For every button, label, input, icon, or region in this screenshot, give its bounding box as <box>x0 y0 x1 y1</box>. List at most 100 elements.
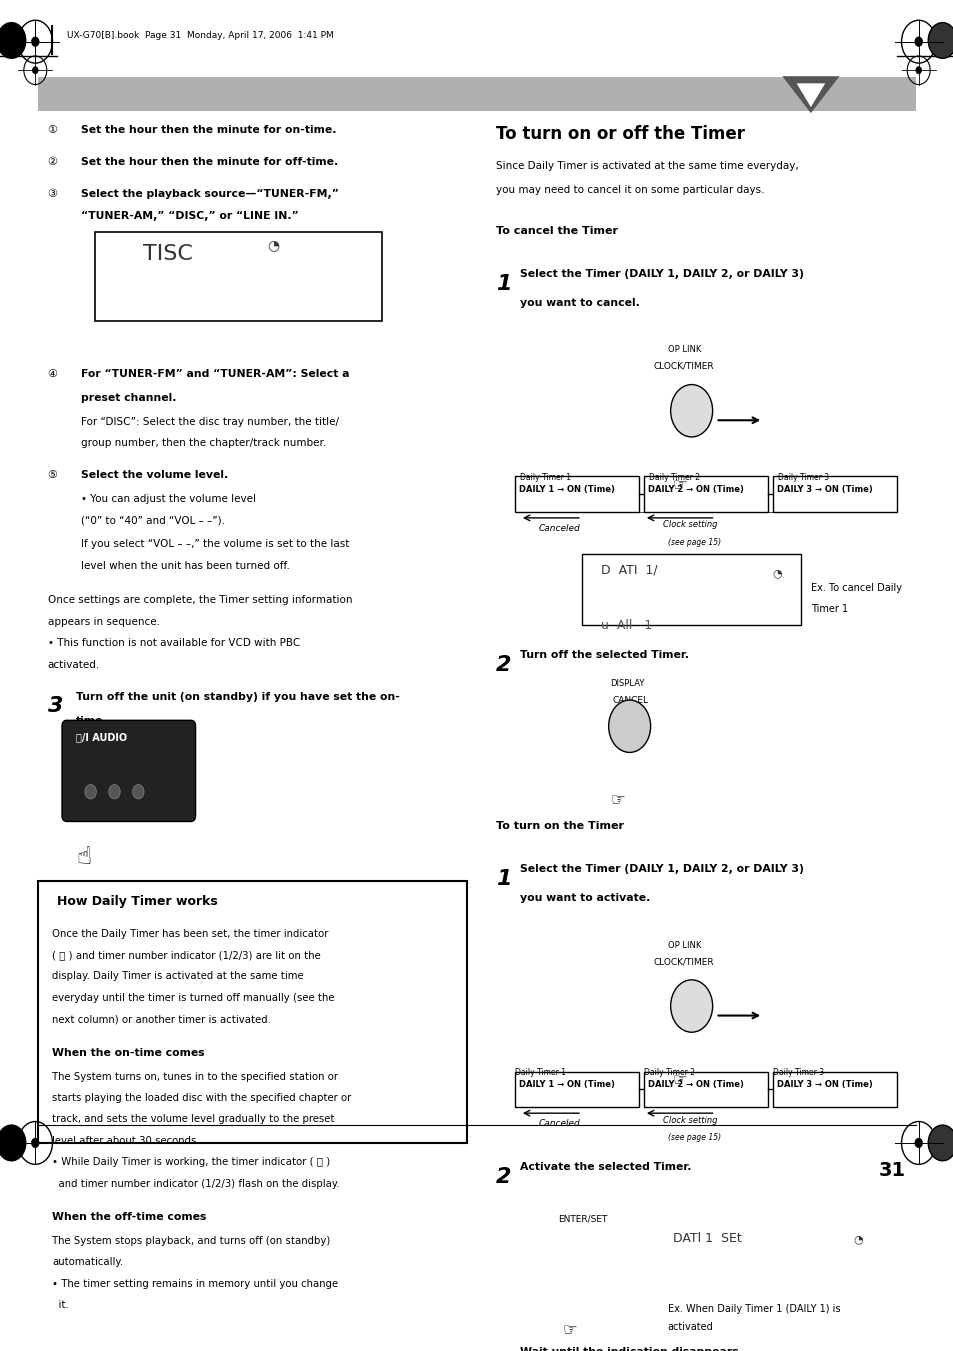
Bar <box>581 554 801 626</box>
Text: display. Daily Timer is activated at the same time: display. Daily Timer is activated at the… <box>52 971 304 981</box>
Text: OP LINK: OP LINK <box>667 940 700 950</box>
Text: Daily Timer 2: Daily Timer 2 <box>648 473 699 482</box>
Text: ◔: ◔ <box>772 567 781 578</box>
Text: 31: 31 <box>879 1161 905 1179</box>
Text: ③: ③ <box>48 189 57 200</box>
Text: DISPLAY: DISPLAY <box>610 678 644 688</box>
Text: 2: 2 <box>496 655 511 674</box>
Text: Select the volume level.: Select the volume level. <box>81 470 228 480</box>
Text: Once the Daily Timer has been set, the timer indicator: Once the Daily Timer has been set, the t… <box>52 928 329 939</box>
Text: 1: 1 <box>496 869 511 889</box>
Text: starts playing the loaded disc with the specified chapter or: starts playing the loaded disc with the … <box>52 1093 352 1102</box>
Text: track, and sets the volume level gradually to the preset: track, and sets the volume level gradual… <box>52 1115 335 1124</box>
Circle shape <box>608 700 650 753</box>
Text: ☞: ☞ <box>562 1321 578 1340</box>
Text: For “DISC”: Select the disc tray number, the title/: For “DISC”: Select the disc tray number,… <box>81 416 338 427</box>
Text: next column) or another timer is activated.: next column) or another timer is activat… <box>52 1015 271 1024</box>
Text: How Daily Timer works: How Daily Timer works <box>57 896 218 908</box>
Text: u  All   1: u All 1 <box>600 619 652 632</box>
Bar <box>95 232 381 322</box>
Text: To turn on the Timer: To turn on the Timer <box>496 821 623 831</box>
Text: “TUNER-AM,” “DISC,” or “LINE IN.”: “TUNER-AM,” “DISC,” or “LINE IN.” <box>81 211 298 220</box>
Text: level after about 30 seconds.: level after about 30 seconds. <box>52 1136 200 1146</box>
Text: Timer 1: Timer 1 <box>810 604 847 613</box>
Text: ②: ② <box>48 157 57 168</box>
Text: Select the Timer (DAILY 1, DAILY 2, or DAILY 3): Select the Timer (DAILY 1, DAILY 2, or D… <box>519 865 803 874</box>
Text: and timer number indicator (1/2/3) flash on the display.: and timer number indicator (1/2/3) flash… <box>52 1178 339 1189</box>
Text: Canceled: Canceled <box>538 1119 580 1128</box>
Polygon shape <box>781 76 839 113</box>
Bar <box>38 881 467 1143</box>
Circle shape <box>927 23 953 58</box>
Circle shape <box>670 979 712 1032</box>
Text: Daily Timer 3: Daily Timer 3 <box>777 473 828 482</box>
Text: (see page 15): (see page 15) <box>667 1133 720 1143</box>
Text: TISC: TISC <box>143 245 193 263</box>
Bar <box>772 476 896 512</box>
Text: CLOCK/TIMER: CLOCK/TIMER <box>653 362 714 372</box>
Text: ①: ① <box>48 126 57 135</box>
Text: ☞: ☞ <box>672 476 687 494</box>
Text: Wait until the indication disappears.: Wait until the indication disappears. <box>519 1347 742 1351</box>
Text: ( ⏲ ) and timer number indicator (1/2/3) are lit on the: ( ⏲ ) and timer number indicator (1/2/3)… <box>52 950 321 961</box>
Circle shape <box>558 1215 605 1274</box>
Circle shape <box>31 1138 39 1148</box>
Text: Daily Timer 1: Daily Timer 1 <box>515 1067 565 1077</box>
Polygon shape <box>796 84 824 107</box>
Text: it.: it. <box>52 1300 70 1310</box>
Text: UX-G70[B].book  Page 31  Monday, April 17, 2006  1:41 PM: UX-G70[B].book Page 31 Monday, April 17,… <box>67 31 334 41</box>
Text: For “TUNER-FM” and “TUNER-AM”: Select a: For “TUNER-FM” and “TUNER-AM”: Select a <box>81 369 349 380</box>
Text: Ex. To cancel Daily: Ex. To cancel Daily <box>810 584 901 593</box>
Text: To cancel the Timer: To cancel the Timer <box>496 226 618 236</box>
Text: The System turns on, tunes in to the specified station or: The System turns on, tunes in to the spe… <box>52 1071 338 1082</box>
Text: ④: ④ <box>48 369 57 380</box>
Text: When the on-time comes: When the on-time comes <box>52 1047 205 1058</box>
Text: everyday until the timer is turned off manually (see the: everyday until the timer is turned off m… <box>52 993 335 1002</box>
Circle shape <box>109 785 120 798</box>
Text: The System stops playback, and turns off (on standby): The System stops playback, and turns off… <box>52 1236 331 1246</box>
Text: Select the Timer (DAILY 1, DAILY 2, or DAILY 3): Select the Timer (DAILY 1, DAILY 2, or D… <box>519 269 803 280</box>
Bar <box>38 77 915 111</box>
Text: Ex. When Daily Timer 1 (DAILY 1) is: Ex. When Daily Timer 1 (DAILY 1) is <box>667 1304 840 1313</box>
Text: DAILY 2 → ON (Time): DAILY 2 → ON (Time) <box>647 1079 742 1089</box>
Text: ☞: ☞ <box>672 1071 687 1089</box>
Text: Clock setting: Clock setting <box>662 1116 717 1124</box>
Bar <box>515 476 639 512</box>
Text: Daily Timer 3: Daily Timer 3 <box>772 1067 823 1077</box>
Text: Select the playback source—“TUNER-FM,”: Select the playback source—“TUNER-FM,” <box>81 189 338 200</box>
Text: 3: 3 <box>48 697 63 716</box>
Text: (“0” to “40” and “VOL – –”).: (“0” to “40” and “VOL – –”). <box>81 516 225 526</box>
Text: ☞: ☞ <box>610 792 625 809</box>
Text: Once settings are complete, the Timer setting information: Once settings are complete, the Timer se… <box>48 596 352 605</box>
Text: Turn off the selected Timer.: Turn off the selected Timer. <box>519 650 688 661</box>
Text: Clock setting: Clock setting <box>662 520 717 530</box>
Text: OP LINK: OP LINK <box>667 346 700 354</box>
Text: DAILY 2 → ON (Time): DAILY 2 → ON (Time) <box>647 485 742 493</box>
Text: DATl 1  SEt: DATl 1 SEt <box>672 1232 740 1246</box>
Text: you may need to cancel it on some particular days.: you may need to cancel it on some partic… <box>496 185 763 195</box>
Circle shape <box>85 785 96 798</box>
Text: DAILY 1 → ON (Time): DAILY 1 → ON (Time) <box>518 485 614 493</box>
Text: Set the hour then the minute for on-time.: Set the hour then the minute for on-time… <box>81 126 336 135</box>
Text: ENTER/SET: ENTER/SET <box>558 1215 607 1224</box>
Text: group number, then the chapter/track number.: group number, then the chapter/track num… <box>81 438 326 449</box>
Text: 1: 1 <box>496 274 511 293</box>
Circle shape <box>0 23 26 58</box>
Text: Canceled: Canceled <box>538 524 580 532</box>
Circle shape <box>927 1125 953 1161</box>
Circle shape <box>915 66 921 74</box>
Bar <box>515 1071 639 1108</box>
Text: DAILY 3 → ON (Time): DAILY 3 → ON (Time) <box>776 1079 871 1089</box>
Text: ◔: ◔ <box>267 238 279 253</box>
Text: Daily Timer 1: Daily Timer 1 <box>519 473 570 482</box>
Text: level when the unit has been turned off.: level when the unit has been turned off. <box>81 561 290 570</box>
Circle shape <box>132 785 144 798</box>
Bar <box>772 1071 896 1108</box>
Text: Set the hour then the minute for off-time.: Set the hour then the minute for off-tim… <box>81 157 338 168</box>
Text: Since Daily Timer is activated at the same time everyday,: Since Daily Timer is activated at the sa… <box>496 161 798 170</box>
Text: Daily Timer 2: Daily Timer 2 <box>643 1067 694 1077</box>
Text: ◔: ◔ <box>853 1235 862 1244</box>
Circle shape <box>670 385 712 436</box>
Text: activated: activated <box>667 1321 713 1332</box>
Text: (see page 15): (see page 15) <box>667 538 720 547</box>
